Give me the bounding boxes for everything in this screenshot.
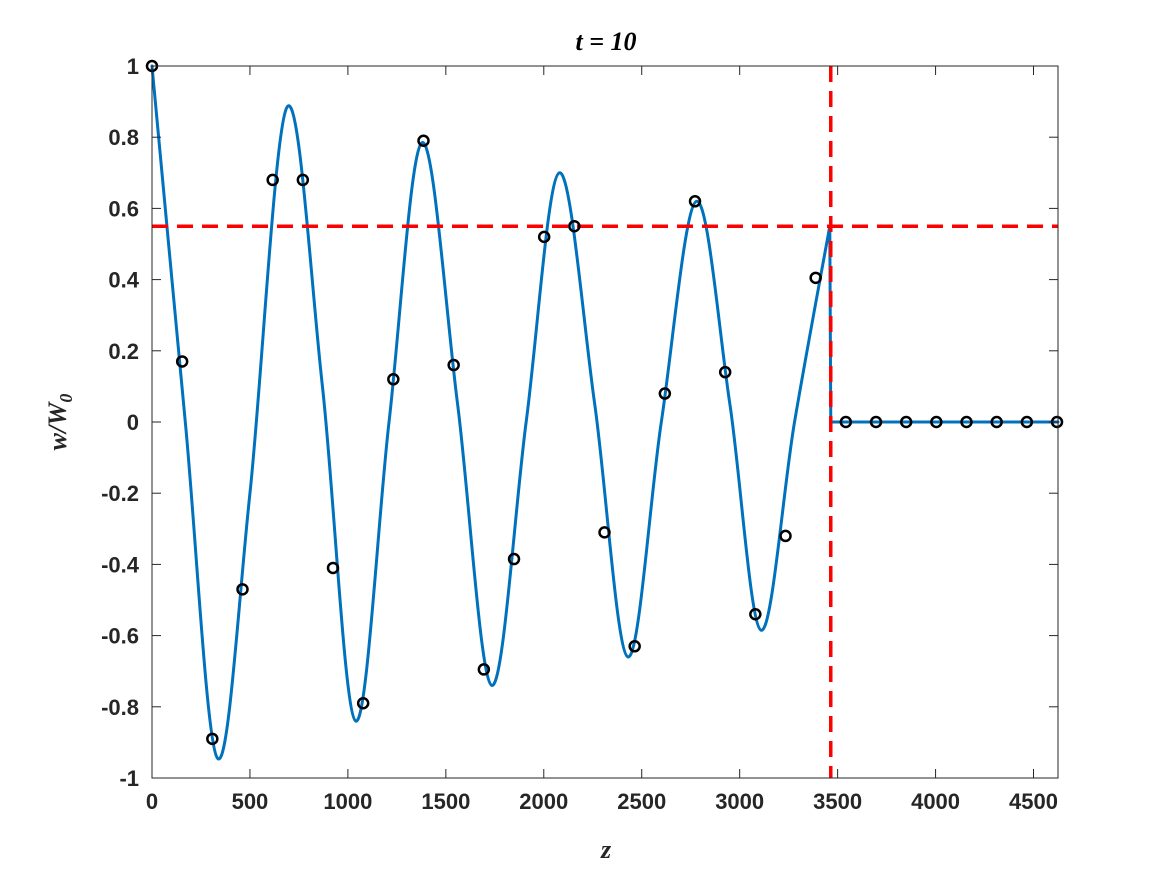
- x-tick-label: 1500: [421, 789, 470, 814]
- data-point-marker: [628, 640, 641, 653]
- y-tick-label: -0.2: [101, 481, 139, 506]
- axes-layer: 0 500 1000 1500 2000 2500 3000 3500 4000 4500 1 0.8…: [101, 54, 1059, 814]
- x-tick-label: 500: [232, 789, 269, 814]
- y-tick-label: 0.6: [108, 196, 139, 221]
- x-tick-label: 2500: [617, 789, 666, 814]
- data-point-marker: [356, 696, 370, 710]
- data-point-marker: [658, 387, 672, 400]
- data-point-marker: [477, 663, 491, 676]
- y-tick-label: 0: [127, 410, 139, 435]
- y-tick-label: -0.8: [101, 695, 139, 720]
- data-point-marker: [266, 173, 279, 187]
- data-point-marker: [326, 561, 340, 575]
- data-point-marker: [175, 355, 189, 368]
- x-tick-label: 3000: [715, 789, 764, 814]
- data-point-marker: [447, 358, 460, 372]
- data-point-marker: [568, 219, 581, 233]
- series-line-curve: [150, 64, 1060, 761]
- plot-layer: [145, 59, 1064, 778]
- x-tick-label: 1000: [323, 789, 372, 814]
- data-point-marker: [236, 583, 249, 596]
- data-point-marker: [869, 415, 883, 429]
- x-axis-title: z: [600, 835, 612, 864]
- x-tick-label: 3500: [813, 789, 862, 814]
- data-point-marker: [749, 607, 762, 621]
- data-point-marker: [1020, 415, 1034, 429]
- x-tick-label: 0: [146, 789, 158, 814]
- x-tick-label: 4500: [1009, 789, 1058, 814]
- data-point-marker: [688, 195, 702, 208]
- y-tick-label: -0.4: [101, 552, 140, 577]
- data-point-marker: [537, 230, 551, 244]
- x-tick-label: 2000: [519, 789, 568, 814]
- data-point-marker: [930, 415, 943, 429]
- y-tick-label: 1: [127, 54, 139, 79]
- y-tick-label: 0.2: [108, 339, 139, 364]
- x-tick-label: 4000: [911, 789, 960, 814]
- data-point-marker: [899, 415, 913, 429]
- data-point-marker: [809, 271, 822, 285]
- y-axis-title: w/W0: [43, 394, 76, 451]
- data-point-marker: [387, 373, 400, 386]
- chart-title: t = 10: [575, 27, 636, 56]
- data-point-marker: [598, 526, 611, 539]
- y-axis-title-sub: 0: [56, 394, 76, 403]
- data-point-marker: [839, 415, 853, 429]
- data-point-marker: [990, 415, 1003, 429]
- y-tick-label: -1: [119, 766, 139, 791]
- y-tick-label: 0.4: [108, 268, 139, 293]
- data-point-marker: [960, 415, 973, 429]
- data-point-marker: [296, 173, 310, 187]
- data-point-marker: [206, 732, 219, 746]
- data-point-marker: [779, 529, 792, 543]
- y-tick-label: 0.8: [108, 125, 139, 150]
- y-tick-label: -0.6: [101, 624, 139, 649]
- data-point-marker: [417, 134, 430, 148]
- y-axis-title-main: w/W: [43, 401, 72, 451]
- data-point-marker: [718, 365, 732, 379]
- data-point-marker: [507, 552, 521, 566]
